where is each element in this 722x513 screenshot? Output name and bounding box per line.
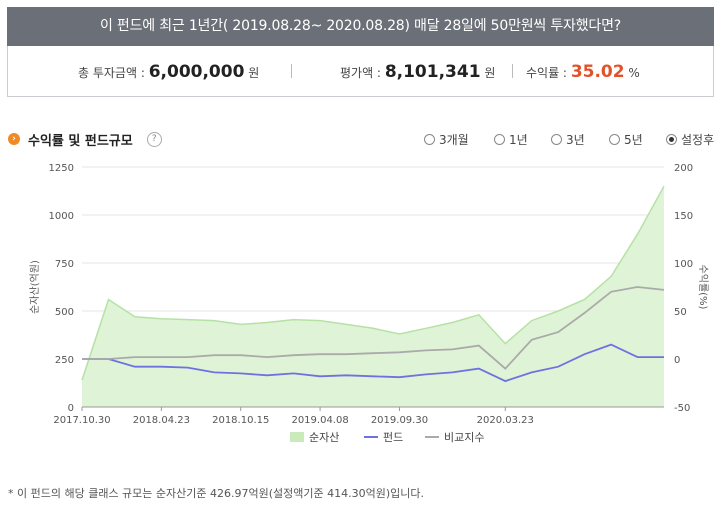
radio-selected-icon[interactable] — [666, 134, 677, 145]
y-left-tick-label: 1000 — [49, 211, 74, 222]
evaluation-unit: 원 — [484, 66, 496, 80]
legend-label: 비교지수 — [444, 431, 484, 444]
period-option-3y[interactable]: 3년 — [551, 131, 585, 148]
period-option-label: 1년 — [509, 133, 528, 147]
legend-swatch — [290, 432, 304, 442]
period-option-1y[interactable]: 1년 — [494, 131, 528, 148]
chevron-right-icon: › — [8, 133, 20, 145]
period-option-label: 5년 — [624, 133, 643, 147]
x-tick-label: 2019.04.08 — [291, 415, 348, 426]
help-icon[interactable]: ? — [146, 131, 162, 147]
y-right-tick-label: 0 — [674, 355, 680, 366]
series-line-1 — [82, 343, 664, 383]
total-investment-label: 총 투자금액 : — [78, 66, 145, 80]
y-left-tick-label: 500 — [55, 307, 74, 318]
x-tick-label: 2018.04.23 — [133, 415, 190, 426]
total-investment-value: 6,000,000 — [148, 62, 245, 82]
total-investment: 총 투자금액 : 6,000,000 원 — [78, 46, 259, 96]
total-investment-unit: 원 — [248, 66, 260, 80]
period-option-since-inception[interactable]: 설정후 — [666, 131, 714, 148]
return-label: 수익률 : — [526, 66, 567, 80]
radio-icon[interactable] — [424, 134, 435, 145]
radio-icon[interactable] — [494, 134, 505, 145]
y-right-tick-label: 200 — [674, 163, 693, 174]
y-left-tick-label: 750 — [55, 259, 74, 270]
line-series — [82, 286, 665, 383]
section-title: › 수익률 및 펀드규모 ? — [8, 130, 162, 149]
returns-chart: 0 250 500 750 1000 1250 -50 0 50 100 150 200 순자산(억원)… — [29, 163, 709, 444]
summary-divider — [512, 64, 513, 78]
y-right-tick-label: 50 — [674, 307, 687, 318]
section-title-text: 수익률 및 펀드규모 — [28, 133, 133, 149]
period-option-label: 3년 — [566, 133, 585, 147]
y-left-tick-label: 250 — [55, 355, 74, 366]
period-option-label: 3개월 — [439, 133, 469, 147]
legend-label: 순자산 — [309, 431, 339, 444]
y-right-axis-label: 수익률(%) — [697, 265, 709, 310]
evaluation-value: 8,101,341 — [384, 62, 481, 82]
evaluation-amount: 평가액 : 8,101,341 원 — [340, 46, 495, 96]
area-series — [81, 185, 665, 407]
investment-summary: 총 투자금액 : 6,000,000 원 평가액 : 8,101,341 원 수… — [7, 46, 714, 97]
y-right-tick-label: 100 — [674, 259, 693, 270]
radio-icon[interactable] — [609, 134, 620, 145]
area-fill-0 — [82, 186, 664, 407]
x-tick-label: 2017.10.30 — [53, 415, 110, 426]
y-right-tick-label: 150 — [674, 211, 693, 222]
legend-label: 펀드 — [383, 431, 403, 444]
period-option-3m[interactable]: 3개월 — [424, 131, 469, 148]
return-unit: % — [628, 66, 640, 80]
radio-icon[interactable] — [551, 134, 562, 145]
area-line-0 — [81, 185, 665, 381]
y-left-tick-label: 0 — [68, 403, 74, 414]
return-value: 35.02 — [570, 62, 625, 82]
simulation-banner: 이 펀드에 최근 1년간( 2019.08.28~ 2020.08.28) 매달… — [7, 7, 714, 46]
legend: 순자산 펀드 비교지수 — [290, 431, 484, 444]
evaluation-label: 평가액 : — [340, 66, 381, 80]
summary-divider — [291, 64, 292, 78]
period-option-5y[interactable]: 5년 — [609, 131, 643, 148]
series-line-2 — [82, 286, 665, 370]
x-tick-label: 2019.09.30 — [371, 415, 428, 426]
period-option-label: 설정후 — [681, 133, 715, 147]
x-tick-label: 2020.03.23 — [477, 415, 534, 426]
axes: 0 250 500 750 1000 1250 -50 0 50 100 150 200 순자산(억원)… — [29, 163, 709, 426]
fund-size-note: * 이 펀드의 해당 클래스 규모는 순자산기준 426.97억원(설정액기준 … — [8, 487, 425, 500]
y-right-tick-label: -50 — [674, 403, 690, 414]
x-tick-label: 2018.10.15 — [212, 415, 269, 426]
return-rate: 수익률 : 35.02 % — [526, 46, 640, 96]
y-left-tick-label: 1250 — [49, 163, 74, 174]
y-left-axis-label: 순자산(억원) — [29, 260, 41, 314]
